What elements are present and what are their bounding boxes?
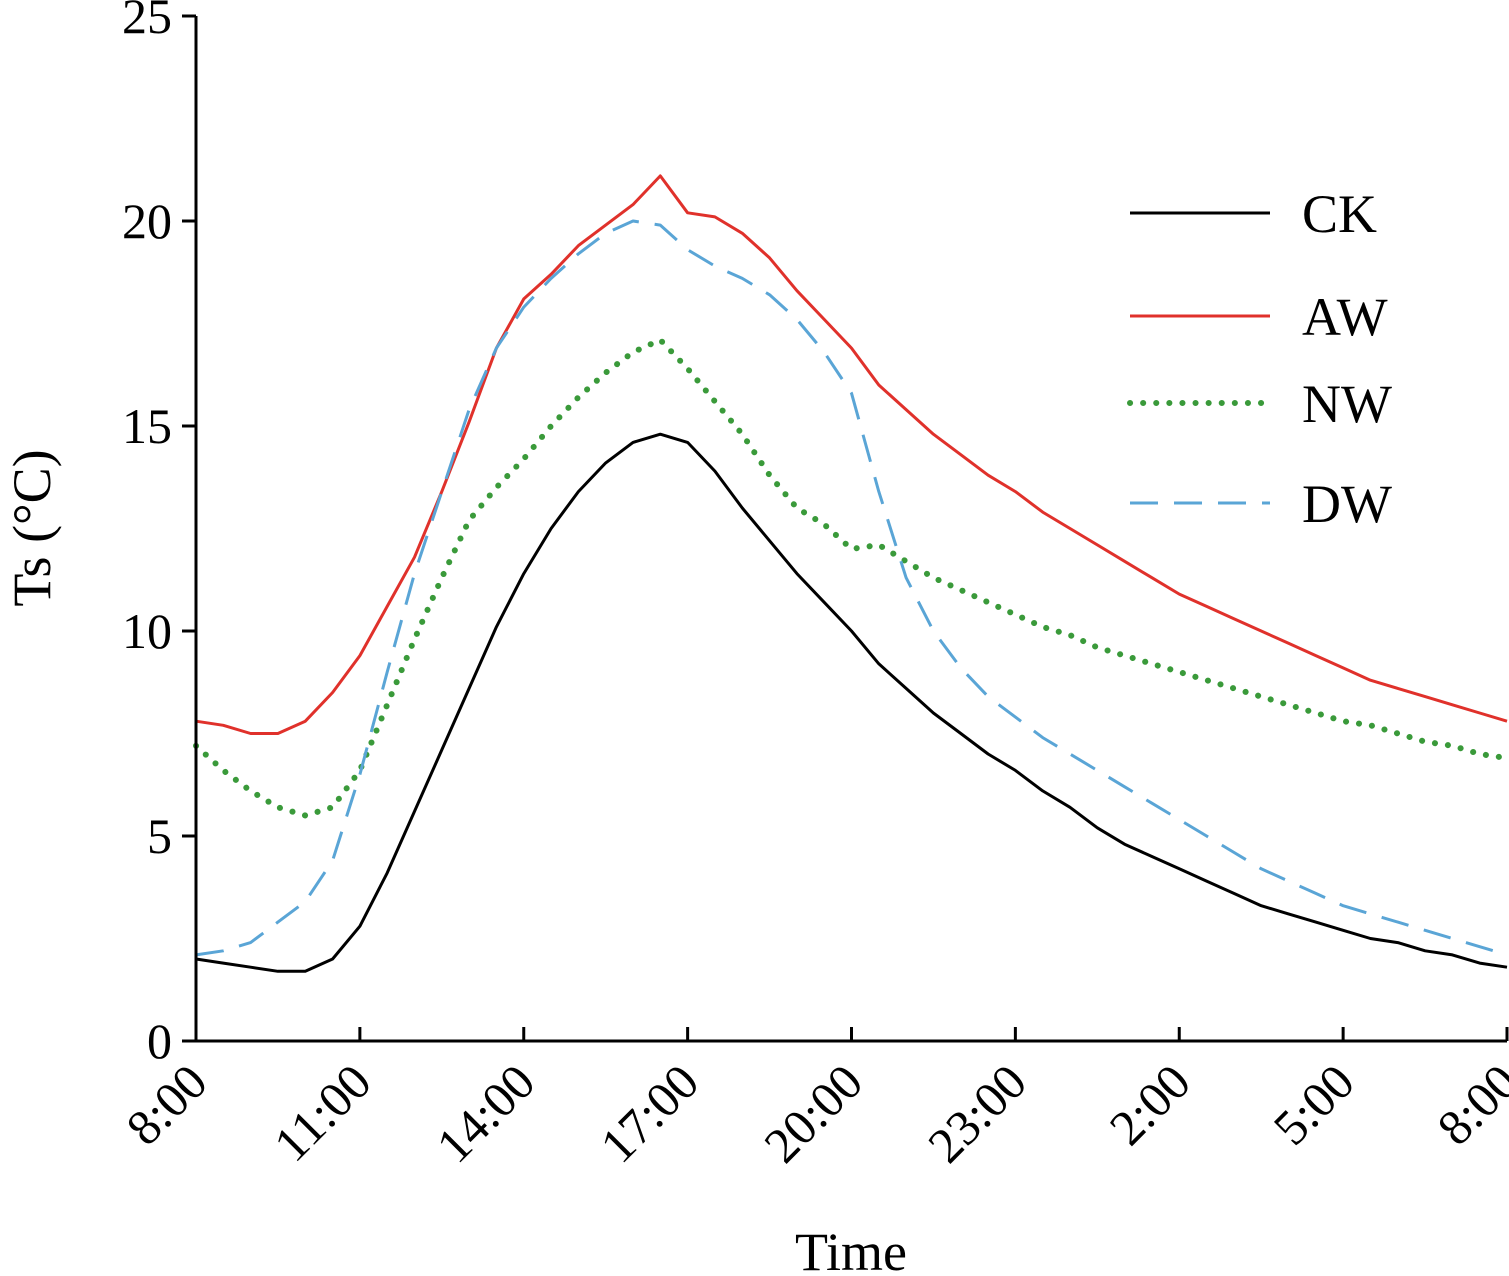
x-tick-label: 8:00 [1426,1053,1509,1155]
legend-label-nw: NW [1302,374,1392,434]
y-tick-label: 0 [147,1013,172,1069]
y-tick-label: 25 [122,0,172,44]
y-tick-label: 10 [122,603,172,659]
y-tick-label: 5 [147,808,172,864]
x-tick-label: 2:00 [1099,1053,1201,1155]
y-tick-label: 20 [122,193,172,249]
series-line-aw [195,174,1508,735]
x-axis-title: Time [795,1222,907,1276]
legend-label-dw: DW [1302,474,1392,534]
series-layer [193,174,1509,973]
x-tick-label: 14:00 [425,1053,545,1173]
x-tick-label: 11:00 [263,1053,382,1172]
x-ticks: 8:00 11:00 14:00 17:00 20:00 23:00 2:00 5:00 8:0… [115,1027,1509,1173]
x-tick-label: 5:00 [1262,1053,1364,1155]
series-line-ck [195,432,1508,973]
x-tick-label: 20:00 [753,1053,873,1173]
x-tick-label: 8:00 [115,1053,217,1155]
x-tick-label: 17:00 [589,1053,709,1173]
y-axis-title: Ts (°C) [2,449,62,606]
y-tick-label: 15 [122,398,172,454]
y-ticks: 0 5 10 15 20 25 [122,0,196,1069]
legend-label-aw: AW [1302,287,1388,347]
legend-label-ck: CK [1302,184,1377,244]
legend: CK AW NW DW [1127,184,1392,534]
series-line-dw [195,219,1508,957]
x-tick-label: 23:00 [917,1053,1037,1173]
